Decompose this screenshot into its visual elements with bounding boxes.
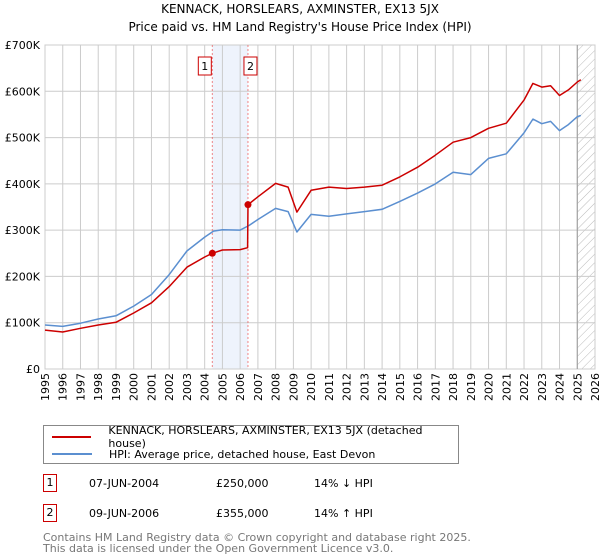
x-tick-label: 1996 xyxy=(57,373,70,401)
footer-licence: This data is licensed under the Open Gov… xyxy=(43,542,394,555)
x-tick-label: 2005 xyxy=(216,373,229,401)
x-tick-label: 2012 xyxy=(341,373,354,401)
transaction-number: 2 xyxy=(43,504,57,522)
y-tick-label: £300K xyxy=(5,224,41,237)
x-tick-label: 2011 xyxy=(323,373,336,401)
x-tick-label: 1997 xyxy=(74,373,87,401)
x-tick-label: 2008 xyxy=(270,373,283,401)
plot-border xyxy=(44,44,596,370)
transaction-hpi-diff: 14% ↓ HPI xyxy=(314,477,373,490)
price-chart: 1995 1996 1997 1998 1999 2000 2001 2002 2003 2004… xyxy=(5,39,600,401)
legend-item-hpi: HPI: Average price, detached house, East… xyxy=(52,446,375,462)
transaction-hpi-diff: 14% ↑ HPI xyxy=(314,507,373,520)
x-tick-label: 2013 xyxy=(358,373,371,401)
x-tick-label: 1998 xyxy=(92,373,105,401)
x-tick-label: 2019 xyxy=(465,373,478,401)
x-tick-label: 2014 xyxy=(376,373,389,401)
transaction-price: £250,000 xyxy=(216,477,269,490)
x-tick-label: 2024 xyxy=(554,373,567,401)
x-tick-label: 2020 xyxy=(483,373,496,401)
y-tick-label: £500K xyxy=(5,132,41,145)
legend-label-property: KENNACK, HORSLEARS, AXMINSTER, EX13 5JX … xyxy=(108,424,423,450)
annotation-label: 1 xyxy=(201,60,208,73)
x-tick-label: 2003 xyxy=(181,373,194,401)
y-tick-label: £600K xyxy=(5,85,41,98)
x-tick-label: 2000 xyxy=(128,373,141,401)
property-price-line xyxy=(44,79,582,333)
forecast-hatch xyxy=(577,45,595,369)
annotation-box xyxy=(243,56,258,76)
x-tick-label: 2009 xyxy=(287,373,300,401)
y-tick-label: £700K xyxy=(5,39,41,52)
sale-point xyxy=(208,249,216,257)
x-tick-label: 2017 xyxy=(429,373,442,401)
y-tick-label: £200K xyxy=(5,270,41,283)
x-tick-label: 2006 xyxy=(234,373,247,401)
x-tick-label: 2026 xyxy=(589,373,600,401)
x-tick-label: 2015 xyxy=(394,373,407,401)
x-tick-label: 2001 xyxy=(145,373,158,401)
legend-item-property: KENNACK, HORSLEARS, AXMINSTER, EX13 5JX … xyxy=(52,424,458,450)
annotation-box xyxy=(197,56,212,76)
footer-copyright: Contains HM Land Registry data © Crown c… xyxy=(43,531,471,544)
sale-point xyxy=(244,201,252,209)
x-tick-label: 2004 xyxy=(199,373,212,401)
x-tick-label: 2023 xyxy=(536,373,549,401)
x-tick-label: 2010 xyxy=(305,373,318,401)
x-tick-label: 2021 xyxy=(500,373,513,401)
legend-swatch-hpi xyxy=(52,453,92,455)
transaction-number: 1 xyxy=(43,474,57,492)
x-tick-label: 2018 xyxy=(447,373,460,401)
y-tick-label: £0 xyxy=(26,363,40,376)
y-tick-label: £100K xyxy=(5,317,41,330)
transaction-date: 07-JUN-2004 xyxy=(89,477,160,490)
x-tick-label: 2007 xyxy=(252,373,265,401)
chart-title: KENNACK, HORSLEARS, AXMINSTER, EX13 5JX xyxy=(161,2,439,16)
legend: KENNACK, HORSLEARS, AXMINSTER, EX13 5JX … xyxy=(43,424,459,464)
x-tick-label: 2002 xyxy=(163,373,176,401)
chart-subtitle: Price paid vs. HM Land Registry's House … xyxy=(128,20,472,34)
y-tick-label: £400K xyxy=(5,178,41,191)
legend-label-hpi: HPI: Average price, detached house, East… xyxy=(109,447,376,461)
x-tick-label: 2016 xyxy=(412,373,425,401)
transaction-date: 09-JUN-2006 xyxy=(89,507,160,520)
x-tick-label: 2022 xyxy=(518,373,531,401)
annotation-label: 2 xyxy=(247,60,254,73)
x-tick-label: 1999 xyxy=(110,373,123,401)
hpi-line xyxy=(44,114,582,328)
transaction-price: £355,000 xyxy=(216,507,269,520)
x-tick-label: 1995 xyxy=(39,373,52,401)
legend-swatch-property xyxy=(52,436,92,438)
sale-period-shade xyxy=(212,45,248,369)
x-tick-label: 2025 xyxy=(571,373,584,401)
